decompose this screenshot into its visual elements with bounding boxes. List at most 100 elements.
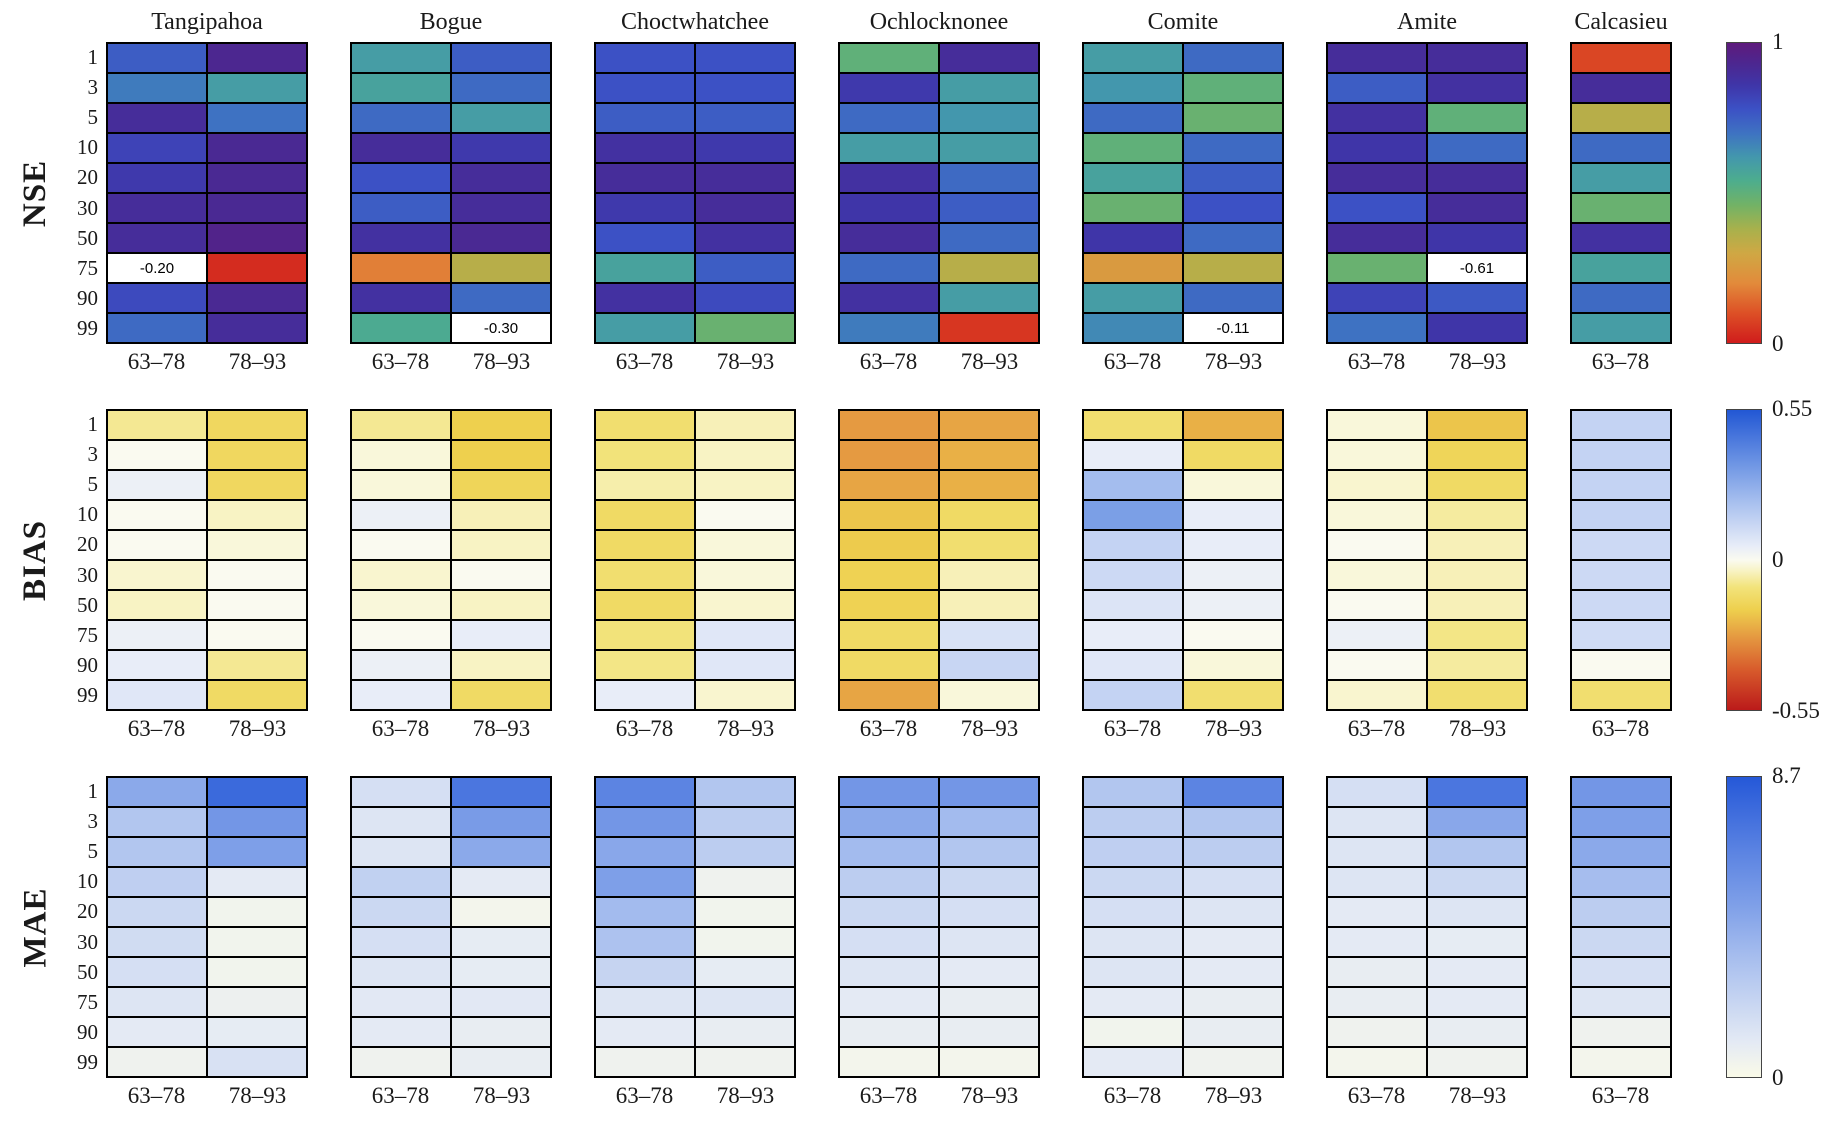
panel-nse-bogue: Bogue -0.30 63–78 78–93	[350, 8, 552, 375]
heatmap-cell	[1183, 223, 1283, 253]
heatmap-cell	[839, 103, 939, 133]
heatmap-cell	[1083, 283, 1183, 313]
heatmap-cell	[351, 560, 451, 590]
x-tick-labels: 63–78 78–93	[106, 349, 308, 375]
heatmap-cell	[207, 560, 307, 590]
heatmap-cell	[107, 410, 207, 440]
heatmap-cell	[1327, 410, 1427, 440]
heatmap-cell	[351, 777, 451, 807]
heatmap-grid	[594, 776, 796, 1078]
heatmap-cell	[1427, 223, 1527, 253]
heatmap-cell	[451, 283, 551, 313]
panel-mae-comite: 63–78 78–93	[1082, 776, 1284, 1109]
heatmap-cell	[1427, 133, 1527, 163]
y-tick-label: 90	[77, 653, 98, 678]
basin-title: Amite	[1397, 9, 1457, 35]
heatmap-cell	[939, 807, 1039, 837]
heatmap-cell	[1083, 650, 1183, 680]
heatmap-cell	[1571, 620, 1671, 650]
x-tick-label: 63–78	[127, 349, 186, 374]
heatmap-cell	[1183, 650, 1283, 680]
heatmap-cell	[839, 897, 939, 927]
heatmap-cell	[1183, 1047, 1283, 1077]
heatmap-cell	[595, 500, 695, 530]
heatmap-cell	[1083, 807, 1183, 837]
heatmap-cell	[595, 313, 695, 343]
heatmap-cell	[107, 650, 207, 680]
heatmap-cell	[451, 223, 551, 253]
heatmap-cell	[695, 837, 795, 867]
y-tick-label: 30	[77, 562, 98, 587]
x-tick-label: 63–78	[859, 1083, 918, 1108]
heatmap-cell	[1183, 620, 1283, 650]
heatmap-cell	[351, 680, 451, 710]
heatmap-cell	[351, 193, 451, 223]
heatmap-cell	[207, 470, 307, 500]
heatmap-cell	[939, 43, 1039, 73]
x-tick-label: 63–78	[859, 716, 918, 741]
heatmap-cell	[1183, 73, 1283, 103]
heatmap-grid	[1326, 409, 1528, 711]
heatmap-cell	[939, 163, 1039, 193]
heatmap-cell	[107, 680, 207, 710]
heatmap-cell	[1427, 440, 1527, 470]
heatmap-cell	[451, 650, 551, 680]
heatmap-cell	[595, 560, 695, 590]
heatmap-cell	[839, 440, 939, 470]
heatmap-grid	[838, 409, 1040, 711]
heatmap-cell	[451, 957, 551, 987]
heatmap-cell	[1571, 440, 1671, 470]
colorbar-bias: 0.55 0 -0.55	[1726, 396, 1820, 723]
heatmap-cell	[107, 500, 207, 530]
heatmap-cell	[939, 867, 1039, 897]
heatmap-cell	[695, 440, 795, 470]
heatmap-cell	[1571, 73, 1671, 103]
heatmap-cell	[351, 283, 451, 313]
x-tick-label: 78–93	[960, 1083, 1019, 1108]
heatmap-cell	[595, 957, 695, 987]
heatmap-cell	[451, 163, 551, 193]
x-tick-label: 78–93	[1448, 716, 1507, 741]
heatmap-cell	[595, 680, 695, 710]
heatmap-cell	[839, 560, 939, 590]
heatmap-cell: -0.20	[107, 253, 207, 283]
x-tick-labels: 63–78	[1570, 349, 1672, 375]
heatmap-cell	[695, 133, 795, 163]
heatmap-cell	[839, 837, 939, 867]
heatmap-cell	[207, 223, 307, 253]
heatmap-cell: -0.30	[451, 313, 551, 343]
colorbar-tick-label: 0	[1772, 331, 1784, 356]
heatmap-cell	[1327, 43, 1427, 73]
x-tick-label: 78–93	[472, 349, 531, 374]
heatmap-cell	[1327, 530, 1427, 560]
heatmap-cell	[695, 283, 795, 313]
heatmap-cell	[351, 500, 451, 530]
heatmap-grid	[1570, 409, 1672, 711]
heatmap-cell	[1571, 957, 1671, 987]
heatmap-cell	[107, 133, 207, 163]
heatmap-cell	[1327, 680, 1427, 710]
heatmap-cell	[839, 410, 939, 440]
heatmap-cell	[595, 283, 695, 313]
heatmap-cell	[595, 193, 695, 223]
metric-axis-label-bias: BIAS	[10, 409, 62, 711]
panel-mae-choctwhatchee: 63–78 78–93	[594, 776, 796, 1109]
heatmap-cell	[1327, 927, 1427, 957]
x-tick-labels: 63–78 78–93	[1326, 716, 1528, 742]
x-tick-labels: 63–78 78–93	[350, 1083, 552, 1109]
heatmap-cell	[1327, 867, 1427, 897]
heatmap-cell	[107, 777, 207, 807]
heatmap-cell	[351, 103, 451, 133]
heatmap-cell: -0.11	[1183, 313, 1283, 343]
heatmap-cell	[451, 867, 551, 897]
heatmap-cell	[939, 470, 1039, 500]
heatmap-cell	[1083, 957, 1183, 987]
heatmap-cell	[595, 103, 695, 133]
x-tick-label: 78–93	[716, 1083, 775, 1108]
panel-bias-amite: 63–78 78–93	[1326, 409, 1528, 742]
y-tick-label: 20	[77, 532, 98, 557]
y-tick-label: 50	[77, 592, 98, 617]
heatmap-cell	[839, 957, 939, 987]
heatmap-cell	[695, 193, 795, 223]
heatmap-cell	[1571, 133, 1671, 163]
